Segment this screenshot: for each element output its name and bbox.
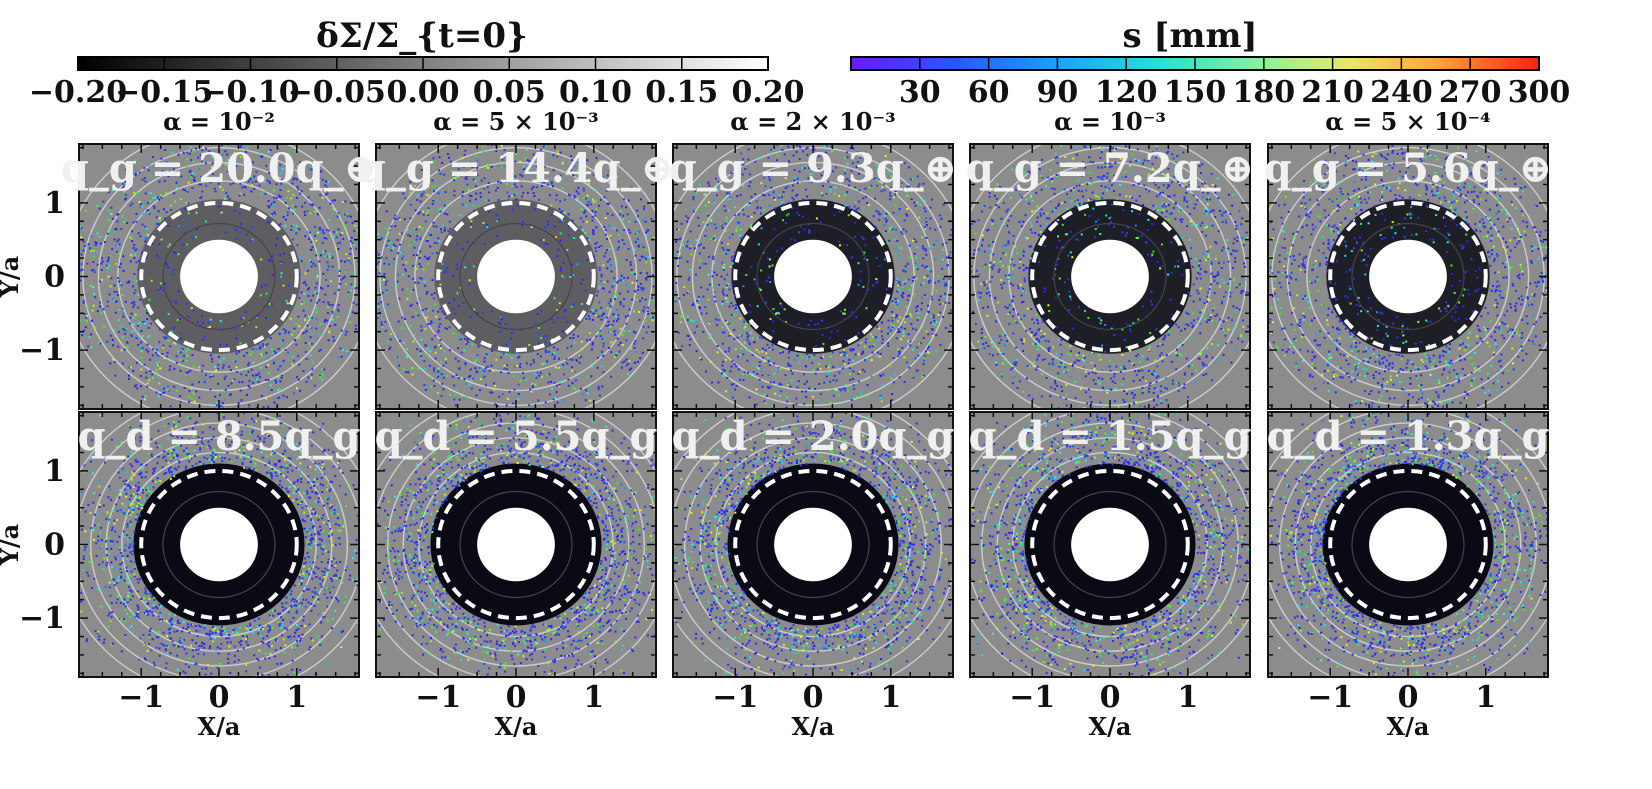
colorbar-tick-label: 300 xyxy=(1508,75,1571,110)
panel-bottom: q_d = 1.3q_g xyxy=(1245,385,1579,698)
y-axis-label: Y/a xyxy=(0,256,24,298)
x-tick-label: −1 xyxy=(1307,680,1353,715)
panel-top: q_g = 20.0q_⊕ xyxy=(61,129,377,423)
gas-mass-annotation: q_g = 20.0q_⊕ xyxy=(61,145,377,192)
inner-hole xyxy=(477,240,555,314)
y-tick-label: −1 xyxy=(19,333,65,368)
inner-hole xyxy=(774,240,852,314)
x-tick-label: 1 xyxy=(1475,680,1496,715)
x-tick-label: 1 xyxy=(583,680,604,715)
y-tick-label: 0 xyxy=(44,528,65,563)
x-tick-label: −1 xyxy=(415,680,461,715)
y-tick-label: 0 xyxy=(44,260,65,295)
x-axis-label: X/a xyxy=(495,712,538,741)
dust-mass-annotation: q_d = 8.5q_g xyxy=(78,413,361,460)
x-tick-label: 1 xyxy=(880,680,901,715)
colorbar-tick-label: 30 xyxy=(899,75,941,110)
panel-alpha-title: α = 5 × 10⁻³ xyxy=(433,107,598,136)
panel-alpha-title: α = 2 × 10⁻³ xyxy=(730,107,895,136)
y-tick-label: −1 xyxy=(19,601,65,636)
panel-bottom: q_d = 1.5q_g xyxy=(942,385,1290,717)
y-tick-label: 1 xyxy=(44,186,65,221)
y-axis-label: Y/a xyxy=(0,524,24,566)
inner-hole xyxy=(1071,508,1149,582)
x-tick-label: 0 xyxy=(209,680,230,715)
colorbar-tick-label: 60 xyxy=(968,75,1010,110)
dust-mass-annotation: q_d = 1.5q_g xyxy=(969,413,1252,460)
x-tick-label: 0 xyxy=(1398,680,1419,715)
colorbar-tick-label: 90 xyxy=(1037,75,1079,110)
colorbar-tick-label: 0.10 xyxy=(559,75,632,110)
colorbar-tick-label: 120 xyxy=(1095,75,1158,110)
density-colorbar-bar xyxy=(78,57,768,70)
inner-hole xyxy=(1369,508,1447,582)
colorbar-tick-label: 150 xyxy=(1164,75,1227,110)
panel-top: q_g = 5.6q_⊕ xyxy=(1252,129,1563,423)
x-tick-label: 0 xyxy=(506,680,527,715)
colorbar-tick-label: 210 xyxy=(1301,75,1364,110)
colorbar-tick-label: 0.20 xyxy=(731,75,804,110)
x-axis-label: X/a xyxy=(792,712,835,741)
colorbar-tick-label: 270 xyxy=(1439,75,1502,110)
colorbar-tick-label: 0.05 xyxy=(473,75,546,110)
inner-hole xyxy=(774,508,852,582)
x-tick-label: 1 xyxy=(286,680,307,715)
gas-mass-annotation: q_g = 9.3q_⊕ xyxy=(669,145,957,192)
panel-grid: α = 10⁻² q_g = 20.0q_⊕ −1 0 1 Y/a q_d = 8.5q_g… xyxy=(0,107,1580,741)
panel-bottom: q_d = 5.5q_g xyxy=(350,389,691,702)
inner-hole xyxy=(180,240,258,314)
inner-hole xyxy=(1071,240,1149,314)
colorbar-tick-label: −0.10 xyxy=(201,75,299,110)
panel-top: q_g = 7.2q_⊕ xyxy=(954,129,1265,423)
dust-mass-annotation: q_d = 1.3q_g xyxy=(1267,413,1550,460)
grain-size-colorbar-bar xyxy=(851,57,1539,70)
colorbar-tick-label: 0.15 xyxy=(645,75,718,110)
gas-mass-annotation: q_g = 5.6q_⊕ xyxy=(1264,145,1552,192)
gas-mass-annotation: q_g = 14.4q_⊕ xyxy=(358,145,674,192)
panel-top: q_g = 14.4q_⊕ xyxy=(358,129,674,423)
inner-hole xyxy=(180,508,258,582)
panel-top: q_g = 9.3q_⊕ xyxy=(657,129,968,423)
dust-mass-annotation: q_d = 5.5q_g xyxy=(375,413,658,460)
x-tick-label: −1 xyxy=(118,680,164,715)
panel-alpha-title: α = 10⁻² xyxy=(163,107,275,136)
colorbar-tick-label: 0.00 xyxy=(386,75,459,110)
x-tick-label: 0 xyxy=(1100,680,1121,715)
inner-hole xyxy=(477,508,555,582)
panel-bottom: q_d = 8.5q_g xyxy=(49,385,390,705)
density-colorbar-title: δΣ/Σ_{t=0} xyxy=(316,16,528,56)
colorbar-tick-label: 180 xyxy=(1232,75,1295,110)
y-tick-label: 1 xyxy=(44,454,65,489)
x-tick-label: −1 xyxy=(1009,680,1055,715)
colorbar-tick-label: −0.20 xyxy=(29,75,127,110)
panel-alpha-title: α = 5 × 10⁻⁴ xyxy=(1325,107,1490,136)
panel-bottom: q_d = 2.0q_g xyxy=(643,391,989,709)
colorbar-tick-label: −0.15 xyxy=(115,75,213,110)
x-axis-label: X/a xyxy=(1089,712,1132,741)
gas-mass-annotation: q_g = 7.2q_⊕ xyxy=(966,145,1254,192)
colorbar-tick-label: −0.05 xyxy=(288,75,386,110)
x-axis-label: X/a xyxy=(1387,712,1430,741)
x-tick-label: −1 xyxy=(712,680,758,715)
panel-alpha-title: α = 10⁻³ xyxy=(1054,107,1166,136)
grain-size-colorbar-title: s [mm] xyxy=(1122,16,1257,56)
colorbar-tick-label: 240 xyxy=(1370,75,1433,110)
inner-hole xyxy=(1369,240,1447,314)
x-tick-label: 0 xyxy=(803,680,824,715)
x-axis-label: X/a xyxy=(198,712,241,741)
x-tick-label: 1 xyxy=(1177,680,1198,715)
dust-mass-annotation: q_d = 2.0q_g xyxy=(672,413,955,460)
